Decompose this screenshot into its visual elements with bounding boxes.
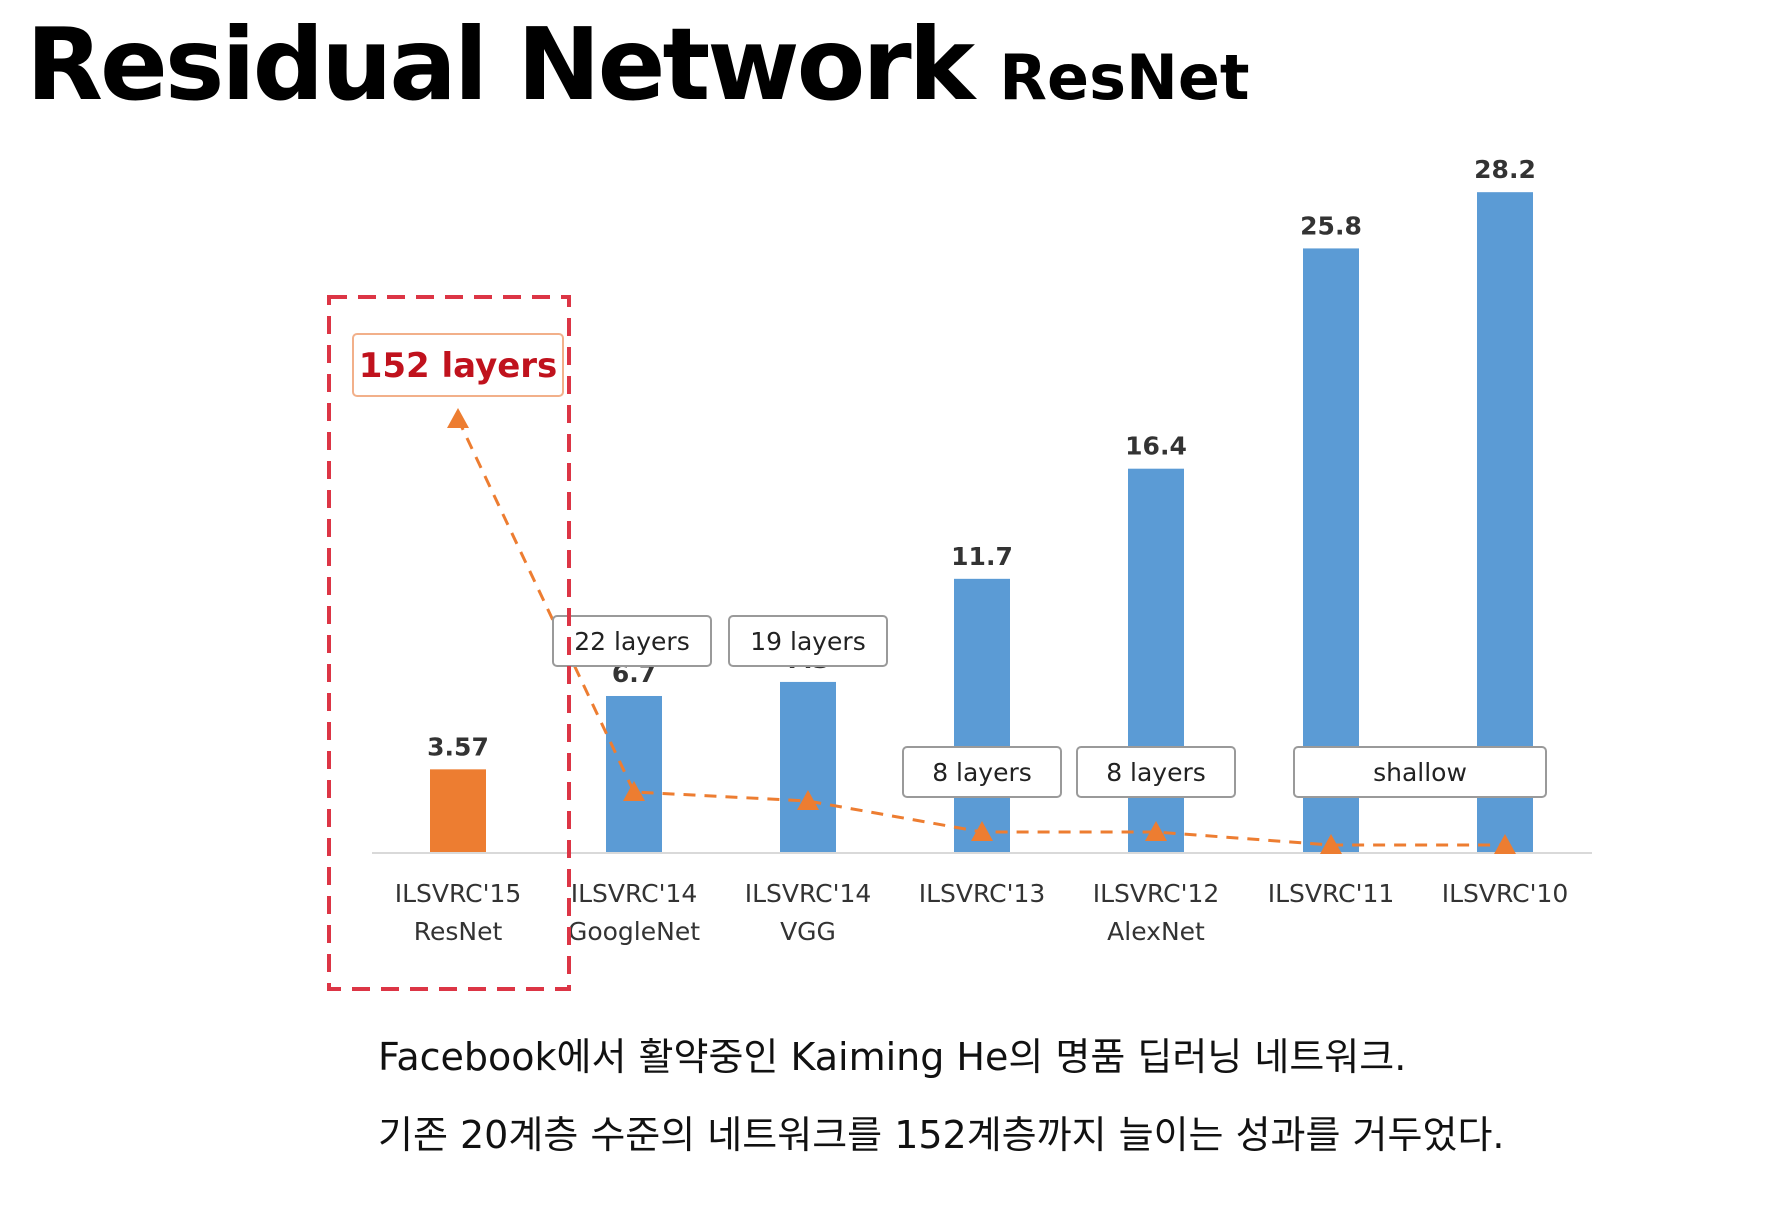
x-tick-sublabel-4: AlexNet <box>1107 917 1205 946</box>
bar-3 <box>954 578 1010 853</box>
layer-marker-5 <box>1320 834 1342 854</box>
layer-marker-0 <box>447 408 469 428</box>
layer-box-0 <box>352 333 564 397</box>
layer-label-5: shallow <box>1373 758 1467 787</box>
title-main: Residual Network <box>26 6 975 123</box>
x-tick-label-2: ILSVRC'14 <box>745 879 872 908</box>
caption: Facebook에서 활약중인 Kaiming He의 명품 딥러닝 네트워크.… <box>378 1018 1504 1174</box>
value-label-4: 16.4 <box>1125 432 1187 461</box>
bar-6 <box>1477 192 1533 853</box>
caption-line-2: 기존 20계층 수준의 네트워크를 152계층까지 늘이는 성과를 거두었다. <box>378 1113 1505 1157</box>
layer-marker-6 <box>1494 834 1516 854</box>
layer-label-2: 19 layers <box>750 627 866 656</box>
layer-marker-2 <box>797 790 819 810</box>
value-label-3: 11.7 <box>951 542 1013 571</box>
layer-marker-4 <box>1145 821 1167 841</box>
layer-box-1 <box>552 615 712 667</box>
x-tick-label-1: ILSVRC'14 <box>571 879 698 908</box>
x-tick-label-3: ILSVRC'13 <box>919 879 1046 908</box>
bar-0 <box>430 769 486 853</box>
layer-box-3 <box>902 746 1062 798</box>
bar-1 <box>606 695 662 853</box>
layer-box-5 <box>1293 746 1547 798</box>
x-tick-sublabel-1: GoogleNet <box>568 917 700 946</box>
layer-label-0: 152 layers <box>359 346 558 386</box>
x-tick-label-4: ILSVRC'12 <box>1093 879 1220 908</box>
value-label-5: 25.8 <box>1300 211 1362 240</box>
layer-label-1: 22 layers <box>574 627 690 656</box>
x-tick-label-0: ILSVRC'15 <box>395 879 522 908</box>
resnet-highlight-box <box>327 295 571 991</box>
caption-line-1: Facebook에서 활약중인 Kaiming He의 명품 딥러닝 네트워크. <box>378 1035 1407 1079</box>
x-tick-label-6: ILSVRC'10 <box>1442 879 1569 908</box>
x-tick-sublabel-0: ResNet <box>414 917 503 946</box>
x-tick-label-5: ILSVRC'11 <box>1268 879 1395 908</box>
layer-label-3: 8 layers <box>932 758 1032 787</box>
page-title: Residual Network ResNet <box>26 6 1250 123</box>
layer-box-2 <box>728 615 888 667</box>
layer-box-4 <box>1076 746 1236 798</box>
title-subtitle: ResNet <box>999 41 1250 114</box>
layer-marker-3 <box>971 821 993 841</box>
bar-2 <box>780 681 836 853</box>
value-label-6: 28.2 <box>1474 155 1536 184</box>
layer-marker-1 <box>623 781 645 801</box>
layer-label-4: 8 layers <box>1106 758 1206 787</box>
value-label-0: 3.57 <box>427 732 489 761</box>
x-tick-sublabel-2: VGG <box>780 917 836 946</box>
